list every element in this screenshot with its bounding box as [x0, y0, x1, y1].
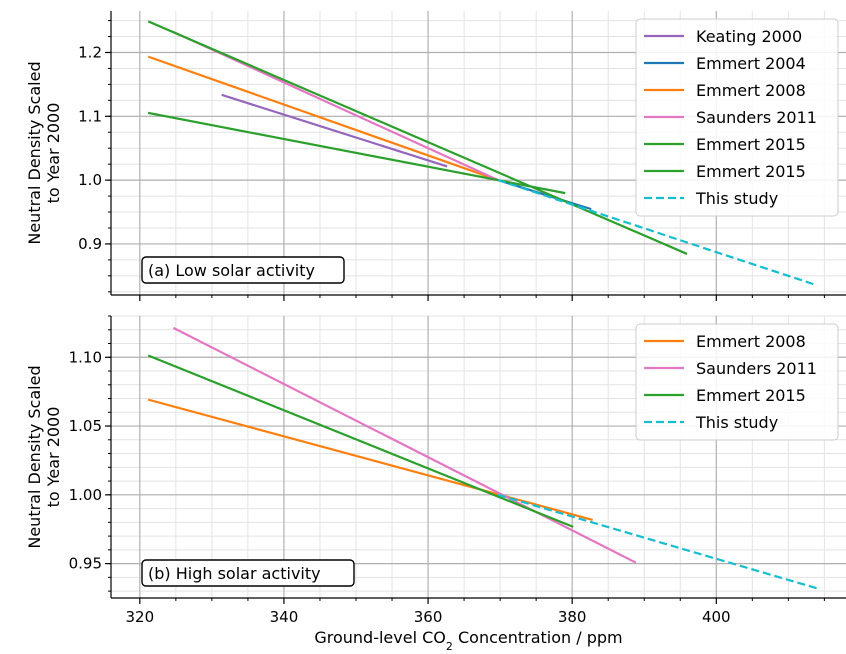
series-line-emmert-2008 [147, 55, 500, 182]
panel-b: 0.95 1.00 1.05 1.10 320 340 360 380 400 Neutral D… [25, 315, 846, 653]
x-tick-label: 320 [126, 608, 155, 626]
y-axis-label-line: Neutral Density Scaled [25, 365, 44, 548]
y-tick-label: 0.95 [69, 555, 102, 573]
legend-entry: Saunders 2011 [696, 108, 817, 127]
series-line-emmert-2015 [147, 354, 574, 528]
legend-entry: Keating 2000 [696, 27, 802, 46]
x-axis-label-main: Ground-level CO [314, 628, 446, 647]
y-tick-label: 1.2 [78, 43, 102, 61]
legend-entry: Emmert 2008 [696, 332, 806, 351]
panel-label: (a) Low solar activity [148, 261, 315, 280]
x-axis-label: Ground-level CO2 Concentration / ppm [314, 628, 622, 653]
legend-frame [635, 323, 839, 441]
panel-a: 0.9 1.0 1.1 1.2 Neutral Density Scaledto Yea… [25, 11, 846, 301]
y-tick-label: 1.05 [69, 417, 102, 435]
legend-entry: This study [695, 413, 778, 432]
x-tick-label: 360 [414, 608, 443, 626]
y-axis-label-line: Neutral Density Scaled [25, 61, 44, 244]
legend-entry: Emmert 2015 [696, 386, 806, 405]
x-axis-label-suffix: Concentration / ppm [453, 628, 623, 647]
y-axis-label: Neutral Density Scaledto Year 2000 [25, 61, 63, 244]
panel-label: (b) High solar activity [148, 564, 321, 583]
panel-label-box: (b) High solar activity [141, 559, 355, 587]
legend-entry: Saunders 2011 [696, 359, 817, 378]
y-tick-label: 0.9 [78, 235, 102, 253]
panel-label-frame [141, 559, 355, 587]
series-group [147, 20, 818, 287]
series-line-this-study [497, 179, 818, 287]
y-axis-label-line: to Year 2000 [44, 103, 63, 204]
series-line-this-study [497, 493, 818, 590]
x-tick-label: 400 [702, 608, 731, 626]
y-tick-label: 1.10 [69, 348, 102, 366]
series-line-emmert-2008 [147, 398, 593, 521]
legend-frame [635, 18, 839, 217]
legend-entry: Emmert 2004 [696, 54, 806, 73]
series-line-saunders-2011 [172, 326, 637, 564]
panel-label-frame [141, 256, 345, 284]
legend-entry: Emmert 2015 [696, 162, 806, 181]
y-axis-label: Neutral Density Scaledto Year 2000 [25, 365, 63, 548]
y-tick-label: 1.0 [78, 171, 102, 189]
panel-label-box: (a) Low solar activity [141, 256, 345, 284]
series-line-emmert-2015 [147, 20, 688, 255]
legend-entry: This study [695, 189, 778, 208]
series-group [147, 326, 818, 590]
legend-entry: Emmert 2015 [696, 135, 806, 154]
legend: Emmert 2008 Saunders 2011 Emmert 2015 This … [635, 323, 839, 441]
legend-entry: Emmert 2008 [696, 81, 806, 100]
y-axis-label-line: to Year 2000 [44, 407, 63, 508]
y-tick-label: 1.00 [69, 486, 102, 504]
series-line-emmert-2015 [147, 111, 566, 195]
x-tick-label: 340 [270, 608, 299, 626]
y-tick-label: 1.1 [78, 107, 102, 125]
legend: Keating 2000 Emmert 2004 Emmert 2008 Saunde… [635, 18, 839, 217]
x-axis-label-subscript: 2 [446, 640, 453, 653]
series-line-keating-2000 [221, 93, 448, 168]
x-tick-label: 380 [558, 608, 587, 626]
